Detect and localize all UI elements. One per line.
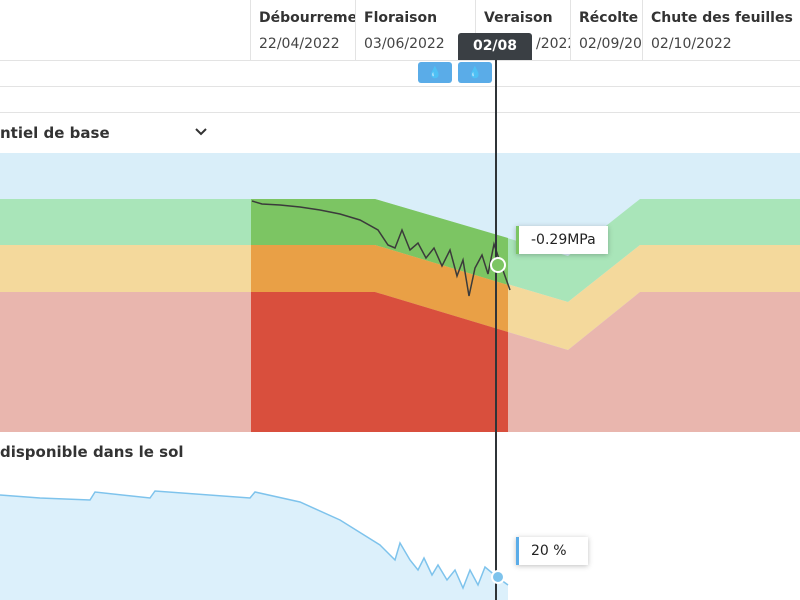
potential-tooltip: -0.29MPa	[516, 226, 608, 254]
cursor-date: 02/08	[458, 33, 532, 60]
soil-curve	[0, 490, 509, 590]
phase: Débourrement 22/04/2022	[250, 0, 355, 60]
phase: Récolte 02/09/2022	[570, 0, 642, 60]
section-title: disponible dans le sol	[0, 443, 184, 461]
phase: Veraison/2022	[475, 0, 570, 60]
divider	[0, 86, 800, 87]
active-band-moderate	[251, 245, 508, 332]
phase-name: Débourrement	[259, 10, 355, 26]
soil-area	[0, 491, 508, 600]
phase-date: 02/10/2022	[651, 36, 732, 52]
phase-date: 22/04/2022	[259, 36, 340, 52]
phase-date: 02/09/2022	[579, 36, 642, 52]
phase-name: Veraison	[484, 10, 553, 26]
irrigation-button[interactable]: 💧	[418, 62, 452, 83]
phase: Floraison 03/06/2022	[355, 0, 475, 60]
soil-tooltip: 20 %	[516, 537, 588, 565]
soil-marker	[491, 570, 505, 584]
phase-name: Floraison	[364, 10, 438, 26]
phase: Chute des feuilles 02/10/2022	[642, 0, 800, 60]
irrigation-button[interactable]: 💧	[458, 62, 492, 83]
phase-date: 03/06/2022	[364, 36, 445, 52]
phase-name: Récolte	[579, 10, 639, 26]
potential-curve	[251, 200, 511, 297]
phase-date: /2022	[536, 36, 570, 52]
divider	[0, 112, 800, 113]
divider	[0, 60, 800, 61]
active-band-severe	[251, 292, 508, 432]
dropdown-chevron[interactable]	[194, 126, 208, 138]
section-title: ntiel de base	[0, 124, 110, 142]
potential-marker	[490, 257, 506, 273]
phase-name: Chute des feuilles	[651, 10, 793, 26]
